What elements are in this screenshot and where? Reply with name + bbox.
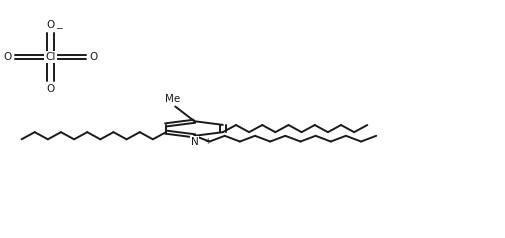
Text: Cl: Cl [45, 52, 56, 62]
Text: −: − [55, 23, 62, 32]
Text: Me: Me [165, 94, 180, 104]
Text: O: O [46, 20, 55, 30]
Text: O: O [90, 52, 98, 62]
Text: O: O [3, 52, 11, 62]
Text: +: + [204, 137, 210, 146]
Text: N: N [190, 137, 198, 147]
Text: O: O [46, 84, 55, 94]
